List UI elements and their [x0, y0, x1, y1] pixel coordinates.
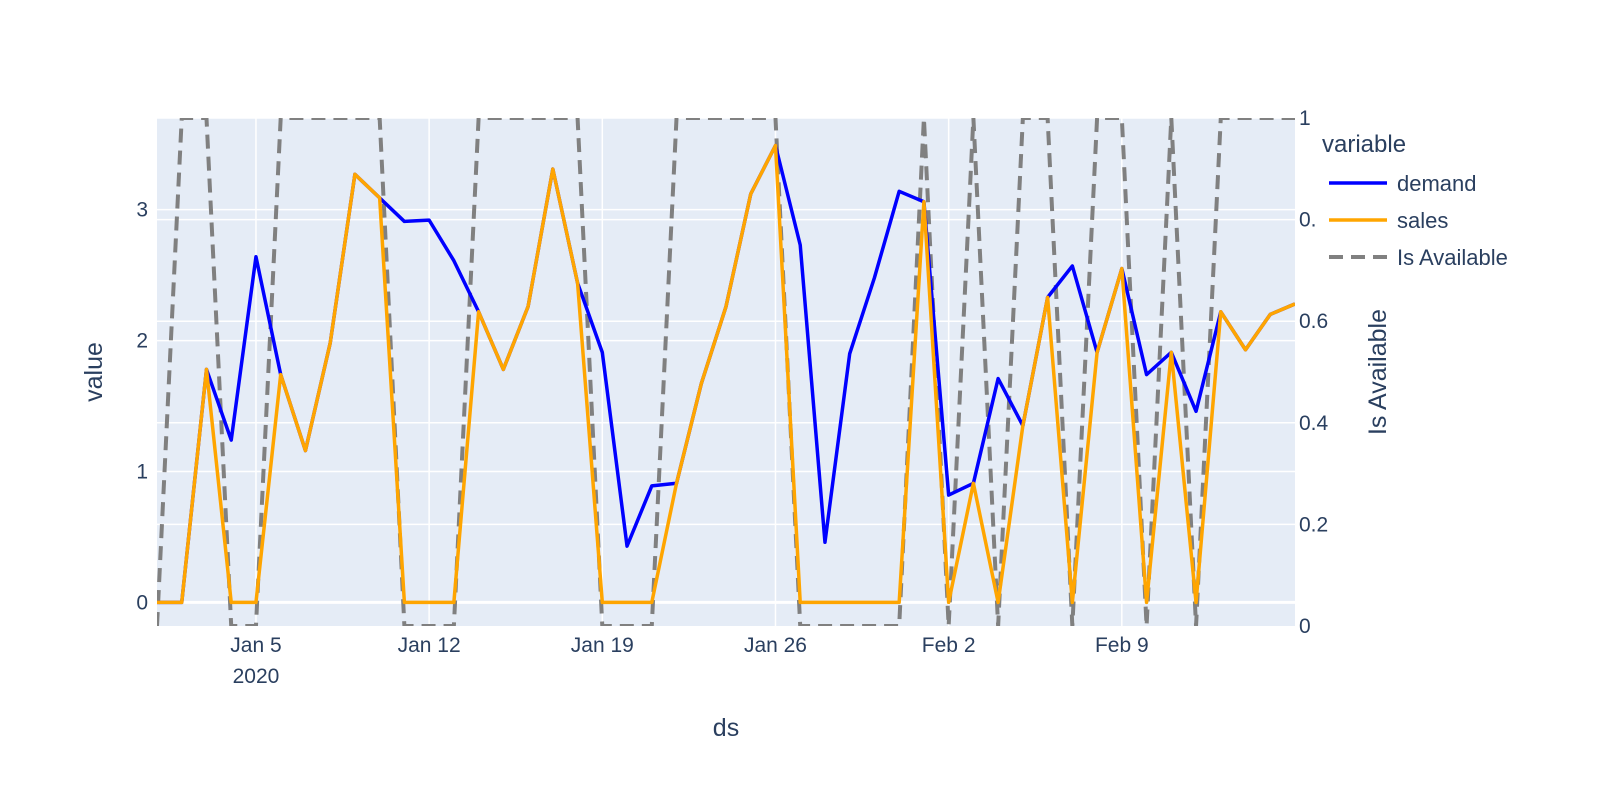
y-tick-label: 1	[136, 461, 148, 484]
x-tick-label: Feb 2	[922, 634, 976, 657]
y2-tick-label: 0.	[1299, 209, 1317, 232]
legend-label-demand: demand	[1397, 171, 1477, 196]
x-tick-label: Jan 26	[744, 634, 807, 657]
x-tick-label: Jan 19	[571, 634, 634, 657]
grid-layer	[157, 117, 1295, 626]
plot-background	[157, 118, 1295, 626]
tick-label-layer: 0 1 2 3 0 0.2 0.4 0.6 0. 1 Jan 5 2020 Jan 12 Jan 19 Ja…	[136, 107, 1328, 688]
y2-tick-label: 0.4	[1299, 412, 1329, 435]
y2-tick-label: 0	[1299, 615, 1311, 638]
y-tick-label: 2	[136, 330, 148, 353]
x-tick-sublabel: 2020	[233, 665, 280, 688]
x-tick-label: Feb 9	[1095, 634, 1149, 657]
y-axis-title: value	[80, 342, 108, 402]
series-layer	[157, 118, 1295, 626]
legend: variable demand sales Is Available	[1322, 131, 1508, 270]
y2-axis-title: Is Available	[1364, 309, 1392, 435]
x-axis-title: ds	[713, 714, 739, 742]
axis-title-layer: ds value Is Available	[80, 309, 1392, 742]
y2-tick-label: 0.6	[1299, 310, 1328, 333]
y-tick-label: 0	[136, 591, 148, 614]
y-tick-label: 3	[136, 199, 148, 222]
legend-label-is-available: Is Available	[1397, 245, 1508, 270]
legend-title: variable	[1322, 131, 1406, 158]
legend-label-sales: sales	[1397, 208, 1448, 233]
x-tick-label: Jan 5	[230, 634, 281, 657]
x-tick-label: Jan 12	[398, 634, 461, 657]
y2-tick-label: 1	[1299, 107, 1311, 130]
y2-tick-label: 0.2	[1299, 513, 1328, 536]
series-line-sales	[157, 143, 1295, 605]
